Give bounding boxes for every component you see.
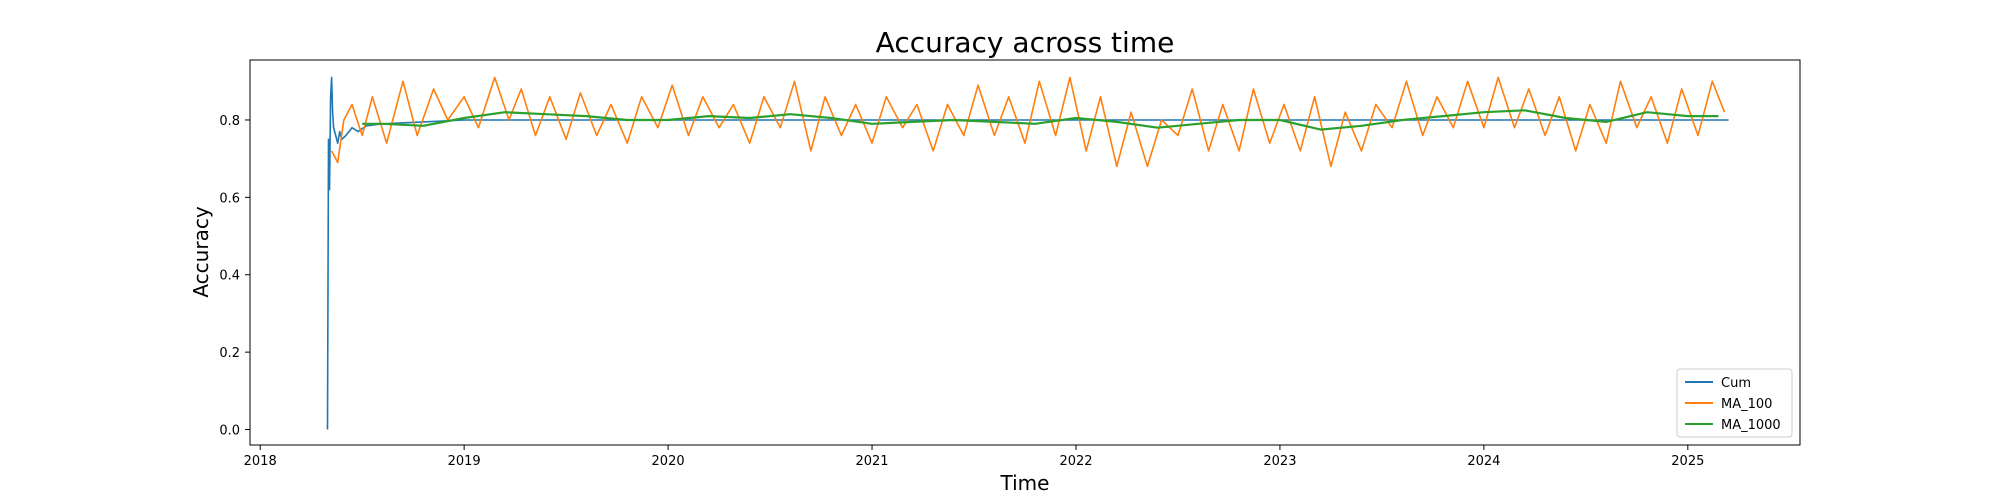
y-tick-label: 0.4 [219,269,240,284]
legend-label: MA_1000 [1721,418,1781,433]
x-tick-label: 2022 [1059,454,1092,469]
legend: Cum MA_100 MA_1000 [1676,368,1793,438]
y-tick-label: 0.6 [219,191,240,206]
y-axis-ticks: 0.0 0.2 0.4 0.6 0.8 [219,114,250,439]
y-axis-label: Accuracy [189,206,213,297]
chart-title: Accuracy across time [876,26,1175,59]
axes-frame [249,59,1801,446]
x-tick-label: 2019 [448,454,481,469]
x-tick-label: 2018 [244,454,277,469]
legend-label: MA_100 [1721,397,1772,412]
series-layer [326,76,1729,430]
y-tick-label: 0.2 [219,346,240,361]
x-tick-label: 2020 [652,454,685,469]
x-axis-label: Time [1000,471,1050,495]
x-tick-label: 2021 [855,454,888,469]
x-axis-ticks: 2018 2019 2020 2021 2022 2023 2024 2025 [244,445,1704,469]
x-tick-label: 2023 [1263,454,1296,469]
legend-label: Cum [1721,376,1751,391]
legend-box [1676,368,1793,438]
y-tick-label: 0.0 [219,424,240,439]
x-tick-label: 2025 [1671,454,1704,469]
series-line-ma-100 [330,76,1726,168]
series-line-ma-1000 [362,109,1719,131]
y-tick-label: 0.8 [219,114,240,129]
plot-area-border [249,59,1801,446]
x-tick-label: 2024 [1467,454,1500,469]
